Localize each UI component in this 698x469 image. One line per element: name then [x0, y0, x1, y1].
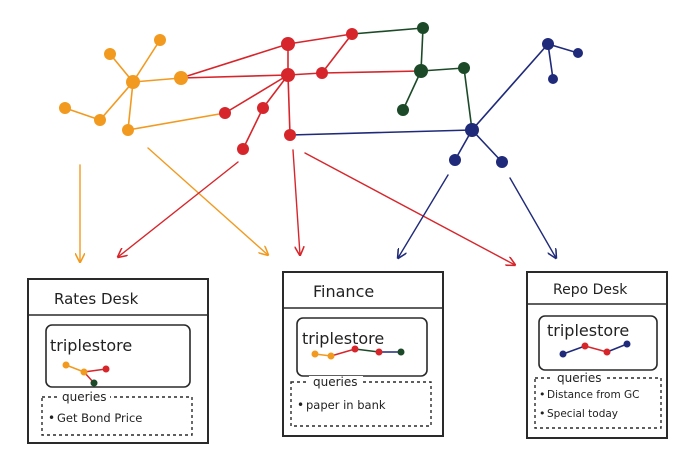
mini-node: [351, 345, 359, 353]
desk-frame: [282, 271, 444, 437]
arrow-blue-to-repo: [509, 177, 556, 258]
graph-node: [316, 67, 328, 79]
svg-text:•: •: [539, 388, 546, 401]
triplestore-label: triplestore: [547, 321, 629, 340]
graph-node: [496, 156, 508, 168]
triplestore-label: triplestore: [302, 329, 384, 348]
mini-node: [327, 352, 335, 360]
graph-node: [284, 129, 296, 141]
green-nodes: [397, 22, 470, 116]
graph-node: [397, 104, 409, 116]
graph-node: [281, 37, 295, 51]
orange-nodes: [59, 34, 188, 136]
triplestore-box: [45, 324, 191, 388]
queries-label: queries: [62, 390, 107, 404]
queries-label: queries: [313, 375, 358, 389]
graph-node: [154, 34, 166, 46]
arrow-orange-to-finance: [147, 147, 268, 255]
graph-node: [122, 124, 134, 136]
blue-nodes: [449, 38, 583, 168]
graph-node: [465, 123, 479, 137]
svg-text:•: •: [539, 407, 546, 420]
query-item: Get Bond Price: [57, 411, 142, 425]
desk-frame: [27, 278, 209, 444]
graph-node: [219, 107, 231, 119]
mini-node: [62, 361, 70, 369]
graph-node: [104, 48, 116, 60]
graph-node: [174, 71, 188, 85]
queries-label: queries: [557, 371, 602, 385]
graph-nodes: [59, 22, 583, 168]
blue-edges: [289, 43, 579, 163]
graph-node: [281, 68, 295, 82]
arrow-red-to-repo: [304, 152, 515, 265]
desk-repo: Repo Desk triplestore queries • Distance…: [526, 271, 668, 439]
arrow-blue-to-finance: [398, 174, 449, 258]
arrow-red-to-finance: [292, 149, 300, 255]
orange-edges: [64, 39, 226, 131]
mini-node: [623, 340, 631, 348]
query-item: paper in bank: [306, 398, 386, 412]
red-nodes: [219, 28, 358, 155]
green-edges: [351, 27, 473, 131]
triplestore-label: triplestore: [50, 336, 132, 355]
queries-box: [41, 396, 193, 436]
desk-title: Repo Desk: [553, 282, 628, 298]
mini-node: [397, 348, 405, 356]
graph-node: [449, 154, 461, 166]
mini-node: [375, 348, 383, 356]
graph-node: [542, 38, 554, 50]
desk-frame: [526, 271, 668, 439]
desk-title: Finance: [313, 282, 374, 301]
mini-node: [559, 350, 567, 358]
desk-finance: Finance triplestore queries • paper in b…: [282, 271, 444, 437]
query-item: Special today: [547, 408, 618, 420]
graph-node: [548, 74, 558, 84]
mini-node: [311, 350, 319, 358]
arrow-red-to-rates: [118, 161, 239, 257]
triplestore-mini-graph: [559, 340, 631, 358]
triplestore-mini-graph: [311, 345, 405, 360]
graph-node: [417, 22, 429, 34]
triplestore-mini-graph: [62, 361, 110, 387]
graph-node: [59, 102, 71, 114]
desk-title: Rates Desk: [54, 290, 139, 308]
graph-edges: [64, 27, 579, 163]
svg-text:•: •: [48, 411, 55, 425]
mini-node: [90, 379, 98, 387]
graph-node: [126, 75, 140, 89]
svg-text:•: •: [297, 398, 304, 412]
mini-node: [603, 348, 611, 356]
graph-node: [414, 64, 428, 78]
graph-node: [94, 114, 106, 126]
graph-node: [237, 143, 249, 155]
desk-rates: Rates Desk triplestore queries • Get Bon…: [27, 278, 209, 444]
queries-box: [534, 377, 662, 429]
queries-box: [290, 381, 432, 427]
graph-node: [346, 28, 358, 40]
mini-node: [581, 342, 589, 350]
red-edges: [180, 33, 422, 150]
graph-node: [257, 102, 269, 114]
graph-node: [573, 48, 583, 58]
mini-node: [102, 365, 110, 373]
graph-node: [458, 62, 470, 74]
query-item: Distance from GC: [547, 389, 640, 401]
mini-node: [80, 368, 88, 376]
flow-arrows: [80, 147, 556, 265]
triplestore-box: [538, 315, 658, 371]
